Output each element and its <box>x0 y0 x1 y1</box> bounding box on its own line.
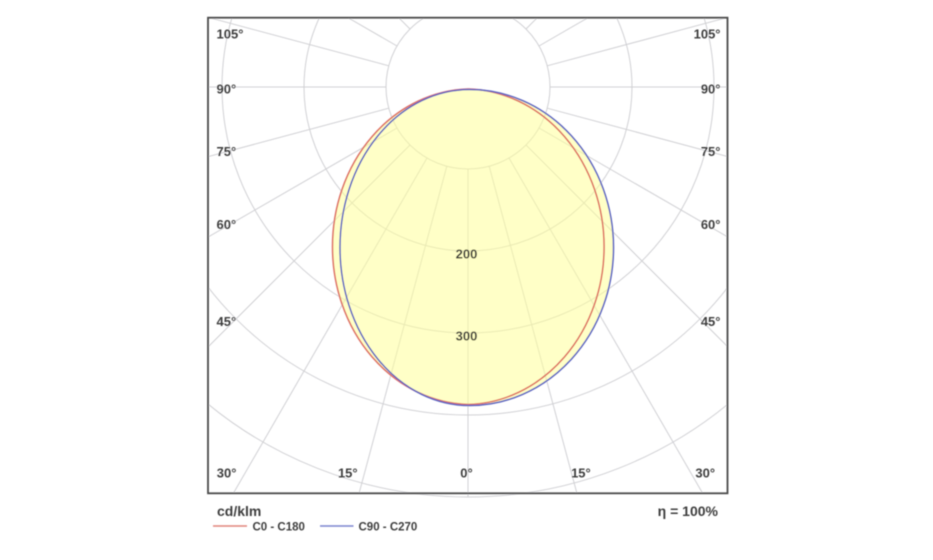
svg-text:60°: 60° <box>701 217 721 232</box>
svg-text:C90 - C270: C90 - C270 <box>359 521 418 533</box>
svg-text:30°: 30° <box>217 466 237 481</box>
svg-text:15°: 15° <box>338 466 358 481</box>
svg-text:300: 300 <box>456 328 478 343</box>
svg-text:45°: 45° <box>217 314 237 329</box>
svg-text:105°: 105° <box>694 27 721 42</box>
svg-text:0°: 0° <box>460 466 472 481</box>
svg-text:60°: 60° <box>217 217 237 232</box>
svg-text:90°: 90° <box>217 82 237 97</box>
svg-text:η = 100%: η = 100% <box>658 503 719 519</box>
svg-text:45°: 45° <box>701 314 721 329</box>
svg-text:200: 200 <box>456 247 478 262</box>
svg-text:30°: 30° <box>695 466 715 481</box>
svg-text:cd/klm: cd/klm <box>217 503 261 519</box>
svg-text:75°: 75° <box>701 144 721 159</box>
svg-text:90°: 90° <box>701 82 721 97</box>
svg-text:15°: 15° <box>571 466 591 481</box>
svg-text:105°: 105° <box>217 27 244 42</box>
svg-text:C0 - C180: C0 - C180 <box>253 521 305 533</box>
svg-text:75°: 75° <box>217 144 237 159</box>
